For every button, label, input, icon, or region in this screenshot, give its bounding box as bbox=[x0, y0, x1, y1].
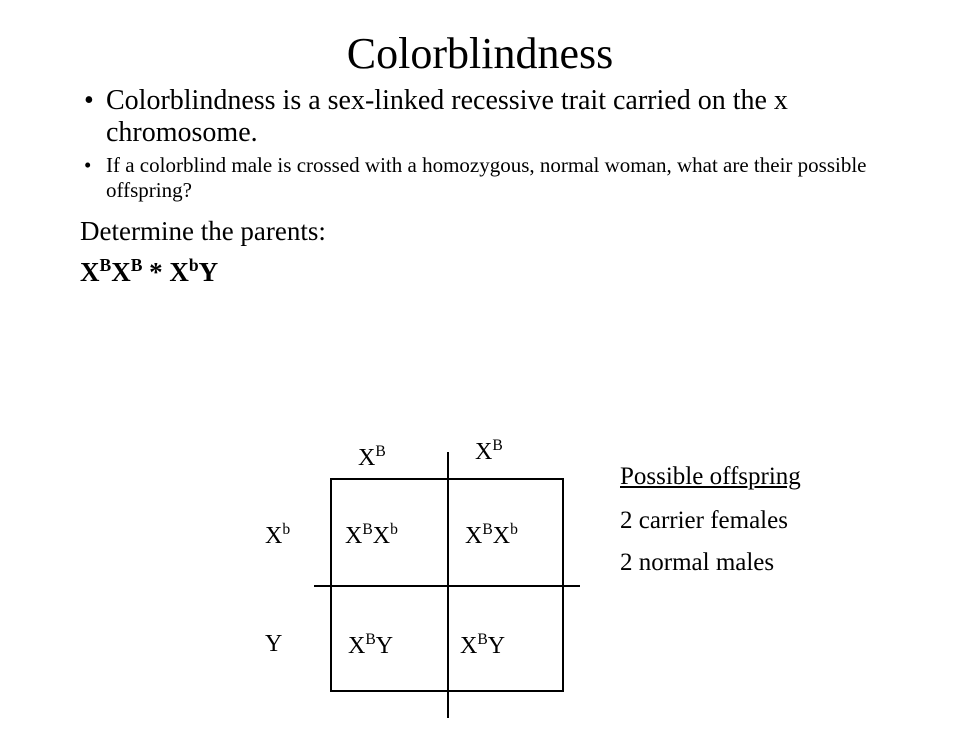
cell-2-2: XBY bbox=[460, 633, 505, 660]
bullet-list: Colorblindness is a sex-linked recessive… bbox=[80, 85, 900, 202]
offspring-heading: Possible offspring bbox=[620, 463, 801, 491]
row-header-2: Y bbox=[265, 631, 282, 658]
cell-1-1: XBXb bbox=[345, 523, 398, 550]
parents-genotype: XBXB * XbY bbox=[80, 257, 900, 288]
punnett-square: XB XB Xb Y XBXb XBXb XBY XBY Possible of… bbox=[250, 443, 950, 723]
punnett-hline bbox=[314, 585, 580, 587]
offspring-line-2: 2 normal males bbox=[620, 549, 801, 577]
bullet-main: Colorblindness is a sex-linked recessive… bbox=[80, 85, 900, 149]
offspring-line-1: 2 carrier females bbox=[620, 507, 801, 535]
content-block: Colorblindness is a sex-linked recessive… bbox=[80, 85, 900, 288]
determine-line: Determine the parents: bbox=[80, 216, 900, 247]
col-header-2: XB bbox=[475, 439, 503, 466]
row-header-1: Xb bbox=[265, 523, 290, 550]
offspring-block: Possible offspring 2 carrier females 2 n… bbox=[620, 463, 801, 591]
cell-1-2: XBXb bbox=[465, 523, 518, 550]
col-header-1: XB bbox=[358, 445, 386, 472]
bullet-sub: If a colorblind male is crossed with a h… bbox=[80, 153, 900, 201]
cell-2-1: XBY bbox=[348, 633, 393, 660]
page-title: Colorblindness bbox=[0, 28, 960, 79]
